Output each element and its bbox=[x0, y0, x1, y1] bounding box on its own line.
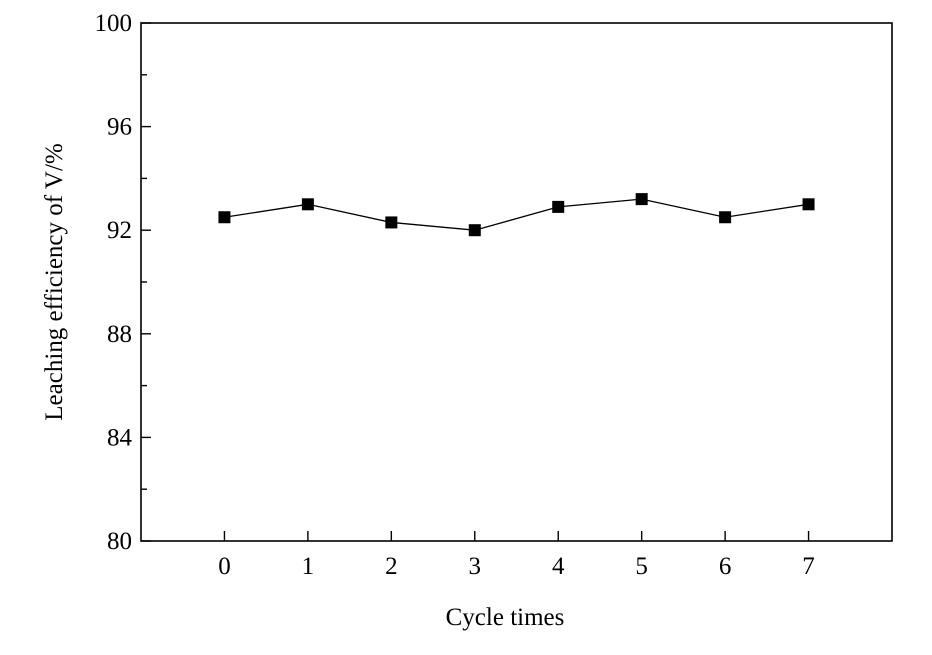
data-point bbox=[468, 224, 481, 237]
data-point bbox=[218, 211, 231, 224]
data-point bbox=[719, 211, 732, 224]
series-line bbox=[224, 198, 809, 231]
data-point bbox=[385, 216, 398, 229]
x-axis-title: Cycle times bbox=[446, 604, 565, 631]
x-tick-label: 3 bbox=[469, 553, 482, 580]
x-tick-label: 5 bbox=[635, 553, 648, 580]
x-tick-label: 7 bbox=[802, 553, 815, 580]
data-point bbox=[301, 198, 314, 211]
data-point bbox=[635, 193, 648, 206]
data-point bbox=[552, 200, 565, 213]
y-tick-label: 92 bbox=[107, 217, 132, 244]
y-tick-label: 84 bbox=[107, 424, 133, 451]
data-point bbox=[802, 198, 815, 211]
plot-frame bbox=[140, 22, 893, 542]
y-tick-label: 96 bbox=[107, 114, 132, 141]
y-tick-label: 88 bbox=[107, 321, 132, 348]
y-tick-label: 80 bbox=[107, 528, 132, 555]
y-tick-label: 100 bbox=[95, 10, 133, 37]
x-tick-label: 2 bbox=[385, 553, 398, 580]
x-tick-label: 6 bbox=[719, 553, 732, 580]
x-axis-ticks: 0 1 2 3 4 5 6 7 bbox=[218, 531, 815, 580]
x-tick-label: 4 bbox=[552, 553, 565, 580]
x-tick-label: 1 bbox=[302, 553, 315, 580]
series-layer bbox=[218, 193, 815, 237]
x-tick-label: 0 bbox=[218, 553, 231, 580]
y-axis-ticks: 80 84 88 92 96 100 bbox=[95, 10, 151, 555]
y-axis-title: Leaching efficiency of V/% bbox=[41, 143, 68, 420]
plot-area: 80 84 88 92 96 100 0 1 2 3 4 5 6 7 bbox=[95, 10, 893, 580]
